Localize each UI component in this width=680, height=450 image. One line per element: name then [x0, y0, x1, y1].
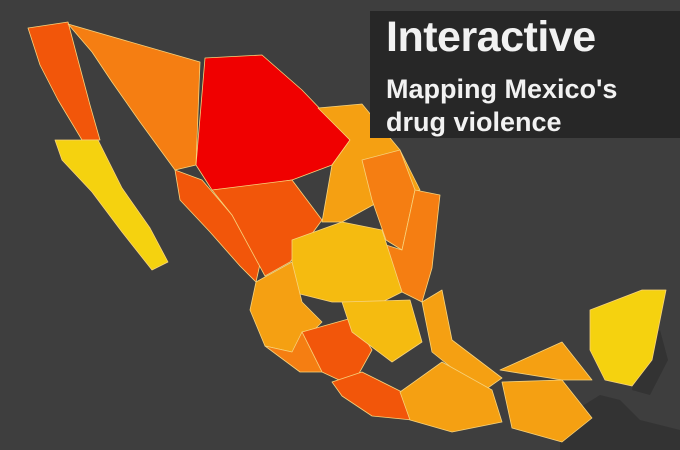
state-region[interactable]: [27, 21, 101, 141]
state-region[interactable]: [331, 371, 413, 421]
state-region[interactable]: [501, 379, 593, 443]
title-subtitle: Mapping Mexico's drug violence: [386, 73, 617, 139]
state-region[interactable]: [195, 54, 351, 191]
title-heading: Interactive: [386, 13, 596, 61]
state-region[interactable]: [67, 23, 201, 171]
subtitle-line-1: Mapping Mexico's: [386, 74, 618, 104]
state-region[interactable]: [264, 331, 323, 373]
state-region[interactable]: [421, 289, 503, 393]
title-box: Interactive Mapping Mexico's drug violen…: [370, 11, 680, 138]
state-region[interactable]: [399, 361, 503, 433]
state-region[interactable]: [385, 189, 441, 303]
state-region[interactable]: [499, 341, 593, 381]
state-region[interactable]: [589, 289, 667, 387]
subtitle-line-2: drug violence: [386, 107, 562, 137]
state-region[interactable]: [54, 139, 169, 271]
state-region[interactable]: [341, 299, 423, 363]
